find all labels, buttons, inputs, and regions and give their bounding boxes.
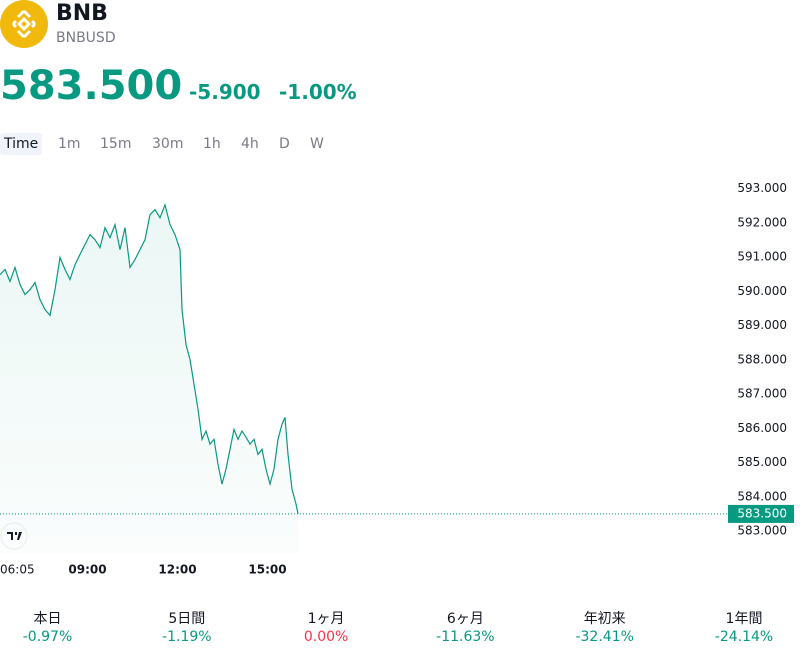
interval-button[interactable]: Time <box>0 133 43 155</box>
performance-item[interactable]: 1ヶ月 0.00% <box>257 610 396 646</box>
period-label: 1年間 <box>725 611 763 627</box>
interval-button[interactable]: 30m <box>152 136 184 152</box>
performance-item[interactable]: 年初来 -32.41% <box>535 610 674 646</box>
period-label: 6ヶ月 <box>446 611 484 627</box>
period-change: -1.19% <box>162 629 212 645</box>
change-percent: -1.00% <box>279 80 357 104</box>
y-tick-label: 586.000 <box>737 421 787 435</box>
period-change: 0.00% <box>303 629 349 645</box>
x-tick-label: 06:05 <box>0 563 35 577</box>
interval-button[interactable]: W <box>310 136 324 152</box>
y-tick-label: 593.000 <box>737 181 787 195</box>
period-label: 本日 <box>33 611 62 627</box>
period-change: -32.41% <box>575 629 634 645</box>
line <box>0 202 299 515</box>
y-tick-label: 592.000 <box>737 215 787 229</box>
last-price-badge <box>728 504 794 523</box>
period-change: -0.97% <box>22 629 73 645</box>
chart: 583.000 584.000 585.000 586.000 587.000 588.0… <box>0 181 794 577</box>
last-price-label: 583.500 <box>737 506 787 520</box>
y-tick-label: 589.000 <box>737 318 787 332</box>
x-tick-label: 15:00 <box>248 563 286 577</box>
symbol: BNB <box>56 1 108 26</box>
performance-item[interactable]: 1年間 -24.14% <box>675 610 800 646</box>
x-tick-label: 12:00 <box>158 563 196 577</box>
ticker: BNBUSD <box>56 30 116 46</box>
change: -5.900 <box>189 80 261 104</box>
performance-item[interactable]: 本日 -0.97% <box>0 610 117 646</box>
interval-button[interactable]: D <box>279 136 290 152</box>
interval-button[interactable]: 15m <box>100 136 132 152</box>
period-label: 5日間 <box>168 611 206 627</box>
area <box>0 204 298 554</box>
y-tick-label: 590.000 <box>737 284 787 298</box>
period-change: -24.14% <box>714 629 774 645</box>
y-tick-label: 588.000 <box>737 352 787 366</box>
y-tick-label: 585.000 <box>737 455 787 469</box>
interval-button[interactable]: 4h <box>241 136 259 152</box>
y-tick-label: 587.000 <box>737 387 787 401</box>
period-change: -11.63% <box>436 629 495 645</box>
performance-item[interactable]: 5日間 -1.19% <box>117 610 256 646</box>
period-label: 1ヶ月 <box>307 611 345 627</box>
y-tick-label: 591.000 <box>737 250 787 264</box>
y-tick-label: 584.000 <box>737 489 787 503</box>
x-tick-label: 09:00 <box>68 563 106 577</box>
interval-button[interactable]: 1m <box>58 136 81 152</box>
y-tick-label: 583.000 <box>737 524 787 538</box>
performance-item[interactable]: 6ヶ月 -11.63% <box>396 610 535 646</box>
interval-button[interactable]: 1h <box>203 136 221 152</box>
period-label: 年初来 <box>583 611 626 627</box>
logo <box>0 0 48 48</box>
price: 583.500 <box>0 63 183 109</box>
